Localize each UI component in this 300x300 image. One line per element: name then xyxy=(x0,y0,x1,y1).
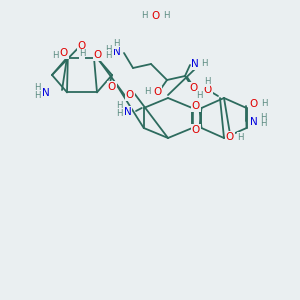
Text: H: H xyxy=(144,88,150,97)
Text: O: O xyxy=(126,90,134,100)
Text: O: O xyxy=(189,83,197,93)
Text: N: N xyxy=(42,88,50,98)
Text: O: O xyxy=(108,82,116,92)
Text: N: N xyxy=(113,47,121,57)
Text: H: H xyxy=(79,50,85,58)
Text: O: O xyxy=(94,50,102,60)
Text: O: O xyxy=(250,99,258,109)
Text: H: H xyxy=(204,77,210,86)
Text: H: H xyxy=(237,133,243,142)
Text: H: H xyxy=(105,44,111,53)
Text: N: N xyxy=(124,107,132,117)
Text: H: H xyxy=(260,119,266,128)
Text: O: O xyxy=(153,87,161,97)
Text: H: H xyxy=(34,83,40,92)
Text: O: O xyxy=(192,125,200,135)
Text: O: O xyxy=(226,132,234,142)
Text: O: O xyxy=(192,101,200,111)
Text: H: H xyxy=(261,100,267,109)
Text: O: O xyxy=(78,41,86,51)
Text: H: H xyxy=(113,40,119,49)
Text: H: H xyxy=(141,11,147,20)
Text: H: H xyxy=(34,91,40,100)
Text: H: H xyxy=(52,50,58,59)
Text: H: H xyxy=(260,112,266,122)
Text: N: N xyxy=(191,59,199,69)
Text: O: O xyxy=(60,48,68,58)
Text: H: H xyxy=(201,58,207,68)
Text: O: O xyxy=(151,11,159,21)
Text: H: H xyxy=(105,50,111,59)
Text: H: H xyxy=(116,109,122,118)
Text: O: O xyxy=(204,85,212,95)
Text: H: H xyxy=(196,91,202,100)
Text: N: N xyxy=(250,117,258,127)
Text: H: H xyxy=(163,11,169,20)
Text: H: H xyxy=(116,101,122,110)
